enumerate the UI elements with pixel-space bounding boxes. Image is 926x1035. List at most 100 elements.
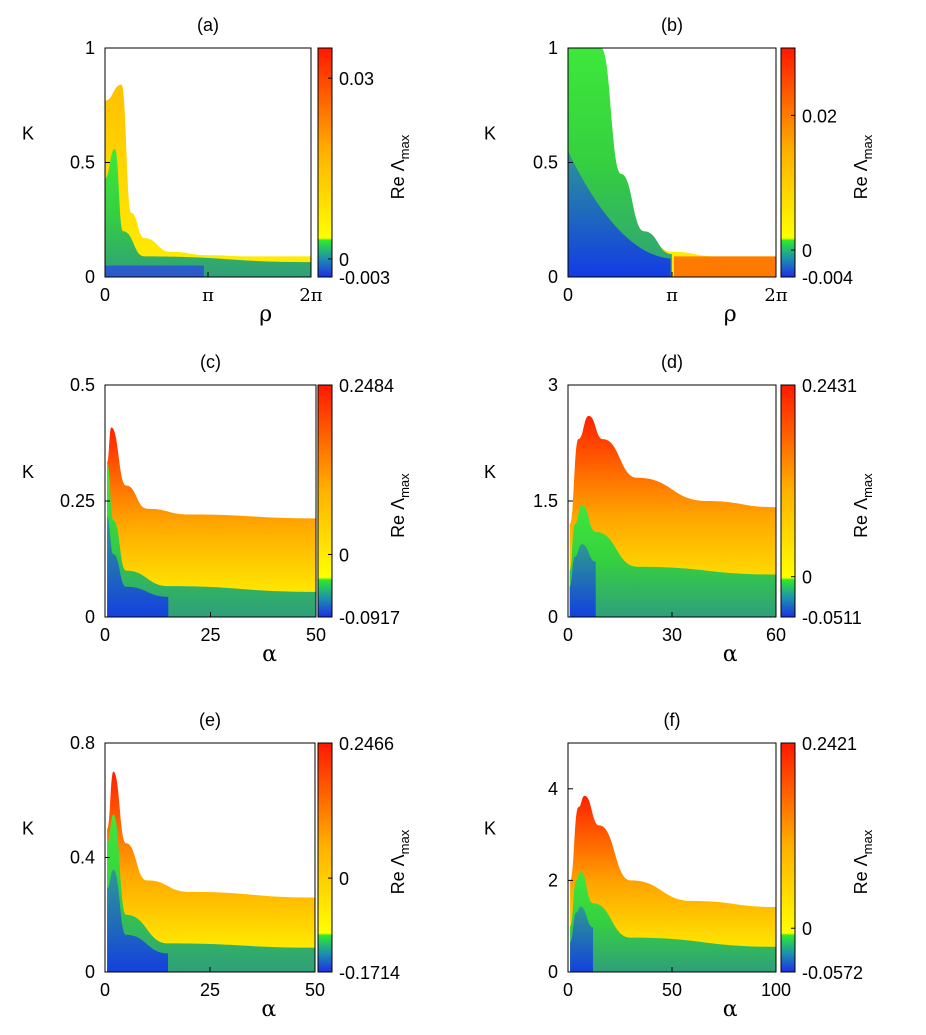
y-tick-label: 2 [548, 870, 558, 890]
colorbar-label: Re Λmax [388, 134, 412, 199]
unstable-region [105, 84, 311, 277]
colorbar-label: Re Λmax [388, 829, 412, 894]
colorbar-label: Re Λmax [851, 473, 875, 538]
unstable-region [107, 427, 316, 617]
y-axis-label: K [484, 462, 496, 482]
y-tick-label: 0 [85, 962, 95, 982]
x-tick-label: 0 [100, 980, 110, 1000]
stable-core [568, 151, 671, 277]
x-tick-label: 2π [299, 285, 322, 306]
panel-title: (d) [661, 352, 683, 372]
stable-region [570, 871, 776, 972]
y-tick-label: 0 [85, 607, 95, 627]
y-axis-label: K [22, 462, 34, 482]
x-tick-label: 0 [563, 625, 573, 645]
stable-core [107, 869, 168, 972]
panel-title: (a) [197, 15, 219, 35]
colorbar-tick-label: 0 [802, 568, 812, 588]
colorbar-tick-label: -0.0917 [339, 608, 400, 628]
colorbar-label-sub: max [860, 134, 875, 159]
panel-f: 0 50 100 0 2 4 (f) α K 0.2421 0 -0.0572 Re Λmax [484, 710, 875, 1022]
y-tick-label: 1.5 [533, 491, 558, 511]
colorbar-tick-label: 0.03 [339, 69, 374, 89]
colorbar-tick-label: -0.0572 [802, 963, 863, 983]
panel-d: 0 30 60 0 1.5 3 (d) α K 0.2431 0 -0.0511 Re Λmax [484, 352, 875, 667]
stable-core [570, 906, 593, 972]
x-tick-label: 25 [200, 625, 220, 645]
plot-area [107, 771, 315, 972]
plot-area [568, 48, 776, 277]
stable-region [105, 148, 311, 277]
colorbar [780, 384, 796, 618]
x-tick-label: 50 [662, 980, 682, 1000]
x-axis-label: α [261, 997, 276, 1022]
stable-core [569, 544, 596, 617]
colorbar-label-sub: max [860, 829, 875, 854]
y-tick-label: 1 [548, 38, 558, 58]
colorbar-tick-label: 0 [802, 919, 812, 939]
panel-title: (c) [200, 352, 221, 372]
x-tick-label: 30 [662, 625, 682, 645]
y-tick-label: 0 [548, 962, 558, 982]
y-tick-label: 0.5 [533, 153, 558, 173]
colorbar-label-sub: max [397, 829, 412, 854]
colorbar-tick-label: 0.2466 [339, 734, 394, 754]
colorbar [780, 742, 796, 973]
stable-core [107, 516, 169, 617]
x-tick-label: 0 [563, 285, 573, 305]
stable-core [105, 265, 204, 277]
plot-area [107, 427, 316, 617]
y-axis-label: K [484, 819, 496, 839]
colorbar-tick-label: -0.004 [802, 268, 853, 288]
unstable-region [107, 771, 315, 972]
x-tick-label: 50 [306, 625, 326, 645]
y-tick-label: 0 [85, 267, 95, 287]
plot-area [105, 84, 311, 277]
y-axis-label: K [22, 819, 34, 839]
colorbar-tick-label: 0.2421 [802, 734, 857, 754]
y-tick-label: 0.5 [70, 375, 95, 395]
colorbar [317, 47, 333, 278]
x-tick-label: 50 [305, 980, 325, 1000]
stable-region [569, 504, 776, 617]
plot-area [569, 415, 776, 617]
colorbar-tick-label: -0.0511 [802, 608, 862, 628]
panel-title: (b) [661, 15, 683, 35]
x-tick-label: 60 [766, 625, 786, 645]
colorbar-label: Re Λmax [851, 134, 875, 199]
unstable-region [570, 795, 776, 972]
x-axis-label: ρ [259, 302, 272, 327]
y-tick-label: 0.8 [70, 733, 95, 753]
y-tick-label: 1 [85, 38, 95, 58]
colorbar-tick-label: 0 [339, 545, 349, 565]
x-tick-label: π [202, 285, 214, 306]
x-axis-label: α [723, 997, 738, 1022]
x-tick-label: 100 [761, 980, 791, 1000]
colorbar-label: Re Λmax [851, 829, 875, 894]
panel-b: 0 π 2π 0 0.5 1 (b) ρ K 0.02 0 -0.004 Re Λmax [484, 15, 875, 327]
colorbar-tick-label: 0.2484 [339, 376, 394, 396]
colorbar [317, 384, 333, 618]
colorbar [780, 47, 796, 278]
y-tick-label: 0.4 [70, 848, 95, 868]
x-axis-label: α [723, 642, 738, 667]
panel-e: 0 25 50 0 0.4 0.8 (e) α K 0.2466 0 -0.1714 Re Λmax [22, 710, 412, 1022]
x-axis-label: ρ [724, 302, 737, 327]
y-tick-label: 0.25 [60, 491, 95, 511]
y-axis-label: K [484, 124, 496, 144]
y-tick-label: 3 [548, 375, 558, 395]
x-tick-label: 0 [563, 980, 573, 1000]
y-tick-label: 0 [548, 267, 558, 287]
x-axis-label: α [262, 642, 277, 667]
panel-title: (f) [664, 710, 681, 730]
x-tick-label: 0 [100, 285, 110, 305]
colorbar-tick-label: -0.1714 [339, 963, 400, 983]
colorbar-tick-label: -0.003 [339, 268, 390, 288]
y-tick-label: 0.5 [70, 153, 95, 173]
colorbar-tick-label: 0 [802, 241, 812, 261]
x-tick-label: π [666, 285, 678, 306]
colorbar-label-sub: max [397, 473, 412, 498]
panel-c: 0 25 50 0 0.25 0.5 (c) α K 0.2484 0 -0.0917 Re Λmax [22, 352, 412, 667]
